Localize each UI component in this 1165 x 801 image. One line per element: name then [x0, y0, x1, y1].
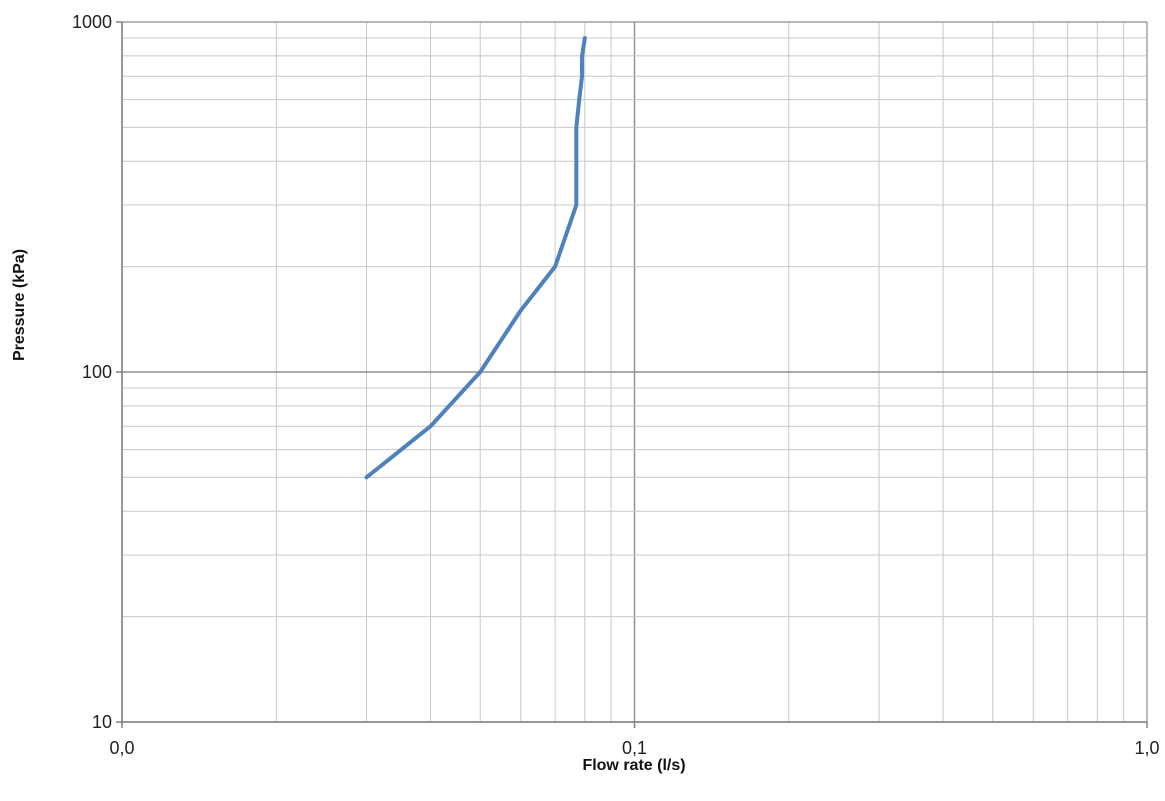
x-axis-title: Flow rate (l/s) [582, 757, 685, 774]
y-tick-label: 10 [92, 712, 112, 732]
series-group [364, 36, 587, 480]
series-line [364, 36, 587, 480]
y-tick-label: 1000 [72, 12, 112, 32]
x-tick-label: 1,0 [1134, 738, 1159, 758]
y-tick-label: 100 [82, 362, 112, 382]
y-axis-title: Pressure (kPa) [11, 249, 28, 361]
grid [121, 21, 1148, 723]
x-tick-label: 0,1 [622, 738, 647, 758]
tick-labels: 0,0 0,1 1,0 10 100 1000 [72, 12, 1160, 758]
axes [116, 21, 1148, 728]
x-tick-label: 0,0 [109, 738, 134, 758]
